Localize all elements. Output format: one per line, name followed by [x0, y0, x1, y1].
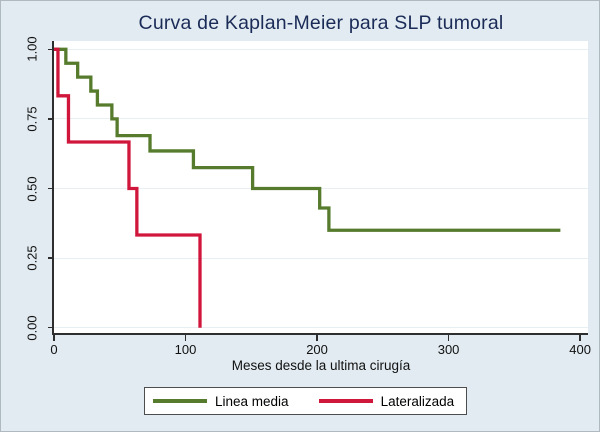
gridline [54, 257, 588, 259]
legend-label-lateralizada: Lateralizada [380, 393, 455, 409]
gridline [54, 118, 588, 120]
legend-swatch-linea-media [153, 399, 207, 403]
x-tick-mark [579, 334, 581, 341]
y-tick-label: 0.00 [24, 315, 40, 341]
x-tick-label: 0 [50, 342, 58, 357]
y-tick-label: 0.50 [24, 175, 40, 202]
legend-item-linea-media: Linea media [153, 394, 289, 409]
x-tick-mark [53, 334, 55, 341]
survival-curves [54, 47, 561, 328]
y-tick-mark [48, 257, 54, 259]
y-tick-mark [48, 187, 54, 190]
legend-item-lateralizada: Lateralizada [318, 393, 455, 409]
x-tick-mark [184, 334, 187, 341]
series-curve-linea-media [54, 47, 561, 232]
x-tick-mark [316, 334, 318, 341]
y-tick-label: 0.75 [24, 106, 40, 132]
y-tick-mark [48, 48, 54, 51]
y-tick-mark [48, 326, 54, 329]
gridline [54, 327, 588, 329]
legend: Linea media Lateralizada [144, 387, 467, 415]
x-tick-label: 200 [306, 342, 328, 357]
series-curve-lateralizada [54, 47, 202, 328]
x-tick-label: 100 [174, 342, 197, 357]
legend-swatch-lateralizada [318, 399, 373, 403]
x-axis-line [52, 333, 588, 336]
gridline [54, 48, 588, 50]
x-tick-mark [447, 334, 450, 341]
x-tick-label: 300 [437, 342, 460, 357]
x-axis-title: Meses desde la ultima cirugía [231, 358, 411, 373]
y-tick-label: 1.00 [24, 36, 40, 62]
y-tick-label: 0.25 [24, 245, 40, 271]
legend-label-linea-media: Linea media [215, 393, 289, 409]
y-tick-mark [48, 118, 54, 120]
x-tick-label: 400 [569, 342, 591, 357]
chart-title: Curva de Kaplan-Meier para SLP tumoral [138, 12, 504, 34]
